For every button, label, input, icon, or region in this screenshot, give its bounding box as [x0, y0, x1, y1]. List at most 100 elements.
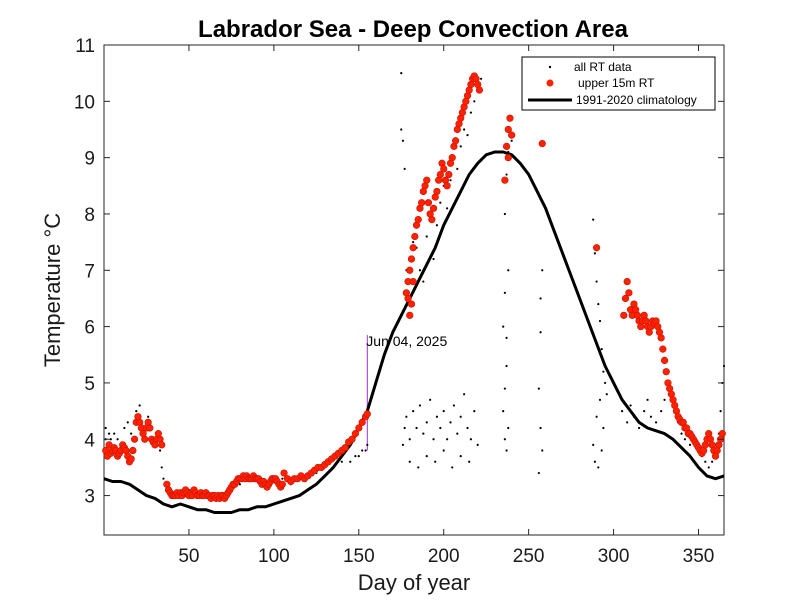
rt-point: [418, 404, 422, 407]
rt-point: [510, 139, 513, 142]
upper-15m-point: [407, 300, 416, 308]
rt-point: [593, 252, 597, 255]
rt-point: [135, 409, 138, 413]
upper-15m-point: [409, 277, 417, 286]
y-tick-label: 4: [84, 430, 95, 451]
rt-point: [503, 438, 506, 441]
upper-15m-layer: [102, 72, 726, 502]
rt-point: [704, 460, 707, 463]
rt-point: [688, 443, 692, 446]
rt-point: [401, 139, 405, 142]
rt-point: [597, 466, 600, 469]
upper-15m-point: [127, 455, 135, 463]
rt-point: [451, 466, 454, 469]
plot-area: Jun 04, 2025: [102, 44, 726, 536]
rt-point: [505, 364, 508, 368]
upper-15m-point: [657, 334, 665, 342]
upper-15m-point: [718, 430, 726, 438]
upper-15m-point: [508, 131, 516, 139]
rt-point: [602, 426, 605, 430]
rt-point: [439, 426, 442, 430]
rt-point: [403, 426, 406, 430]
rt-point: [449, 421, 452, 424]
rt-point: [503, 387, 506, 390]
rt-point: [442, 409, 445, 413]
rt-point: [537, 471, 540, 475]
rt-point: [473, 409, 476, 413]
upper-15m-point: [351, 430, 359, 438]
rt-point: [505, 336, 508, 339]
rt-point: [505, 173, 508, 176]
rt-point: [405, 415, 408, 418]
rt-point: [400, 128, 403, 131]
rt-point: [646, 398, 649, 401]
legend-label-climatology: 1991-2020 climatology: [576, 93, 697, 107]
upper-15m-point: [158, 441, 166, 449]
rt-point: [513, 156, 517, 159]
rt-point: [600, 348, 603, 351]
rt-point: [592, 218, 595, 221]
upper-15m-point: [280, 469, 288, 477]
rt-point: [507, 269, 510, 272]
upper-15m-point: [146, 424, 154, 432]
upper-15m-point: [409, 244, 417, 252]
rt-point: [663, 398, 666, 401]
rt-point: [442, 449, 445, 452]
upper-15m-point: [662, 368, 670, 376]
rt-point: [469, 111, 473, 114]
legend-marker-rt: [548, 65, 552, 69]
rt-point: [435, 415, 439, 418]
upper-15m-point: [414, 215, 422, 224]
rt-point: [605, 393, 608, 396]
upper-15m-point: [341, 444, 349, 452]
upper-15m-point: [448, 154, 456, 162]
upper-15m-point: [141, 435, 149, 443]
y-axis-ticks: 3 4 5 6 7 8 9 10 11: [74, 36, 724, 508]
rt-point: [602, 370, 605, 373]
rt-point: [449, 179, 452, 182]
rt-point: [147, 415, 150, 418]
upper-15m-point: [660, 356, 669, 365]
upper-15m-point: [418, 199, 426, 207]
rt-point: [349, 460, 352, 463]
rt-point: [340, 460, 343, 463]
upper-15m-point: [411, 232, 419, 241]
rt-point: [417, 466, 420, 469]
upper-15m-point: [504, 154, 512, 162]
rt-point: [479, 77, 483, 80]
upper-15m-point: [406, 266, 414, 274]
rt-point: [425, 455, 428, 458]
rt-point: [160, 466, 163, 469]
rt-point: [637, 426, 641, 430]
rt-point: [408, 460, 411, 463]
rt-point: [281, 477, 284, 480]
rt-point: [466, 426, 469, 430]
rt-point: [598, 319, 602, 323]
rt-point: [425, 421, 428, 424]
annotation-label: Jun 04, 2025: [366, 333, 447, 349]
rt-point: [683, 438, 687, 441]
rt-point: [456, 432, 459, 435]
y-tick-label: 11: [75, 36, 95, 57]
y-tick-label: 8: [84, 205, 95, 226]
rt-point: [541, 269, 544, 272]
rt-point: [595, 280, 598, 283]
rt-point: [476, 443, 479, 446]
rt-point: [412, 409, 415, 413]
rt-point: [468, 460, 471, 463]
y-tick-label: 5: [84, 374, 95, 395]
rt-point: [707, 466, 710, 469]
upper-15m-point: [593, 244, 601, 252]
climatology-layer: [103, 150, 725, 514]
upper-15m-point: [406, 311, 414, 319]
rt-point: [138, 404, 141, 407]
y-tick-label: 10: [74, 92, 95, 113]
rt-point: [432, 438, 435, 441]
climatology-line: [103, 150, 725, 514]
upper-15m-point: [445, 170, 453, 179]
rt-point: [537, 387, 540, 390]
upper-15m-point: [440, 165, 448, 173]
upper-15m-point: [404, 294, 412, 303]
rt-point: [722, 364, 726, 368]
upper-15m-point: [659, 345, 667, 353]
